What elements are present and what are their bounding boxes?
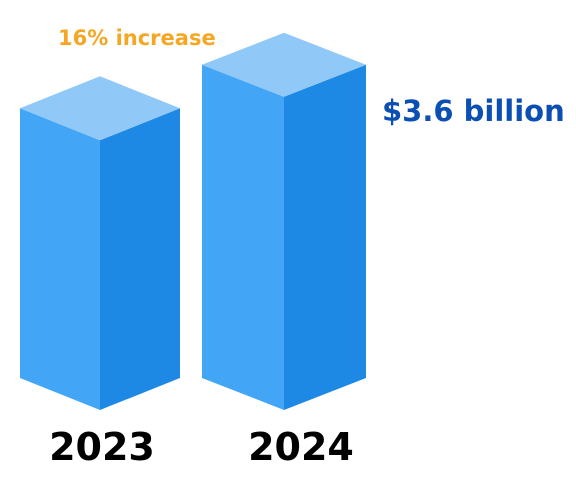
bar-2023-top-face <box>20 76 180 141</box>
category-label-2024: 2024 <box>248 425 354 469</box>
bar-2023-side-face <box>100 108 180 411</box>
increase-annotation: 16% increase <box>58 26 216 50</box>
category-label-2023: 2023 <box>49 425 155 469</box>
bar-2023-front-face <box>20 108 100 411</box>
total-value-annotation: $3.6 billion <box>382 94 565 128</box>
bar-2024-side-face <box>284 64 366 411</box>
bar-2024-front-face <box>202 64 284 411</box>
bar-2024-top-face <box>202 32 366 97</box>
